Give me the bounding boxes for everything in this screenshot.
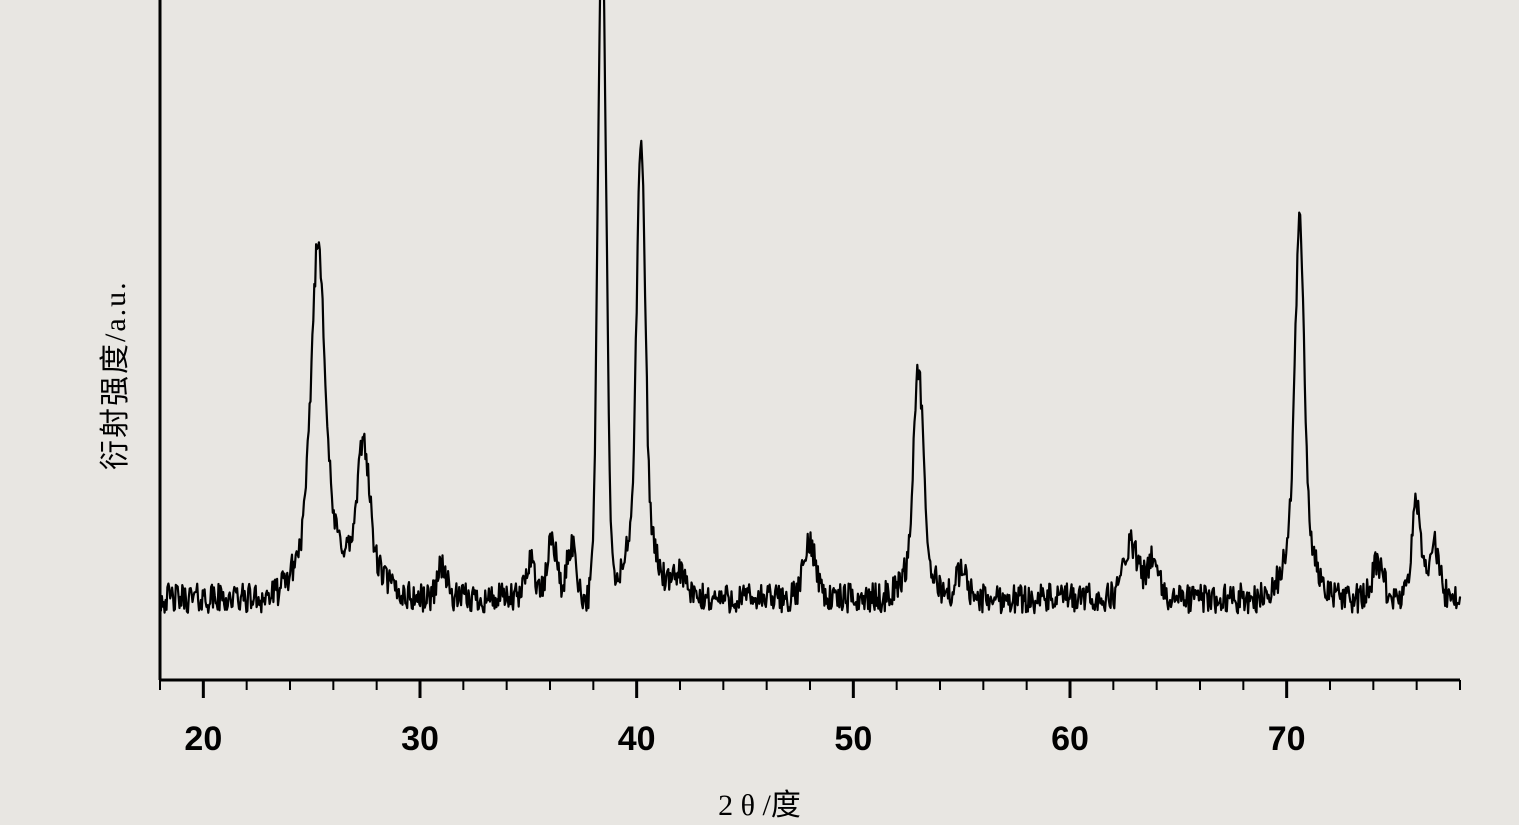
- spectrum-line: [160, 0, 1460, 613]
- x-tick-label: 40: [618, 720, 656, 759]
- xrd-chart: 衍射强度/a.u. 203040506070 2 θ /度: [0, 0, 1519, 825]
- x-tick-label: 70: [1268, 720, 1306, 759]
- x-axis-label: 2 θ /度: [0, 780, 1519, 824]
- x-tick-label: 20: [184, 720, 222, 759]
- x-tick-labels: 20 30 40 50 60 70: [0, 720, 1519, 760]
- x-tick-label: 60: [1051, 720, 1089, 759]
- plot-canvas: [0, 0, 1519, 825]
- x-tick-label: 30: [401, 720, 439, 759]
- x-tick-label: 50: [834, 720, 872, 759]
